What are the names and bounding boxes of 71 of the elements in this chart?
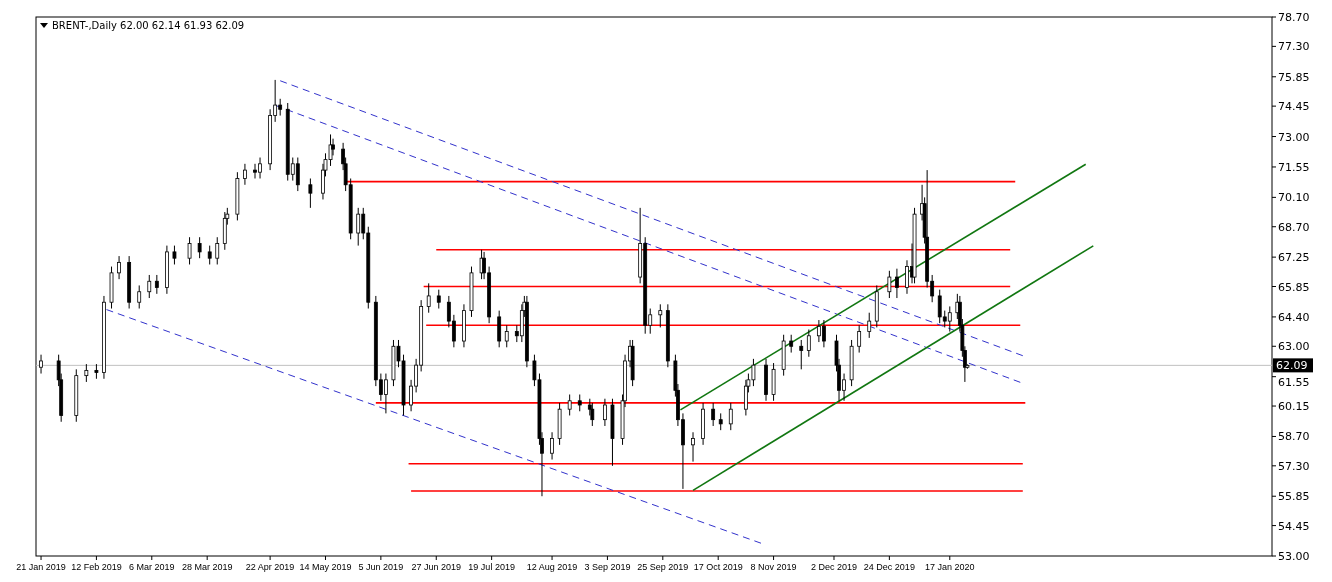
candlestick	[436, 289, 441, 310]
candlestick	[603, 398, 607, 427]
chart-title: BRENT-,Daily 62.00 62.14 61.93 62.09	[52, 20, 245, 31]
y-tick-label: 68.70	[1278, 220, 1310, 234]
candlestick	[207, 245, 212, 265]
x-tick-label: 17 Oct 2019	[693, 562, 743, 572]
candlestick	[215, 236, 220, 265]
candlestick	[172, 245, 177, 265]
candlestick	[504, 324, 509, 348]
candlestick	[711, 402, 716, 427]
candlestick	[867, 312, 872, 339]
candlestick	[728, 402, 733, 431]
x-tick-label: 2 Dec 2019	[810, 562, 858, 572]
candlestick	[243, 163, 247, 186]
y-tick-label: 65.85	[1278, 280, 1310, 294]
candlestick	[137, 284, 142, 310]
x-tick-label: 14 May 2019	[299, 562, 352, 572]
x-tick-label: 19 Jul 2019	[468, 562, 515, 572]
candlestick	[356, 207, 361, 247]
candlestick	[154, 274, 159, 295]
candlestick	[295, 157, 300, 192]
y-tick-label: 70.10	[1278, 191, 1310, 205]
x-tick-label: 6 Mar 2019	[129, 562, 175, 572]
candlestick	[117, 255, 121, 280]
x-tick-label: 8 Nov 2019	[750, 562, 797, 572]
candlestick	[590, 402, 595, 427]
y-tick-label: 78.70	[1278, 11, 1310, 24]
candlestick	[947, 305, 952, 333]
x-tick-label: 24 Dec 2019	[863, 562, 915, 572]
ref-line-label: 62.09	[1276, 359, 1308, 373]
y-tick-label: 54.45	[1278, 519, 1310, 533]
x-tick-label: 5 Jun 2019	[358, 562, 404, 572]
y-tick-label: 53.00	[1278, 550, 1310, 563]
candlestick	[857, 324, 862, 354]
y-tick-label: 57.30	[1278, 459, 1310, 473]
candlestick	[308, 177, 313, 209]
candlestick	[197, 236, 202, 259]
x-tick-label: 22 Apr 2019	[245, 562, 295, 572]
y-tick-label: 73.00	[1278, 130, 1310, 144]
candlestick	[887, 270, 892, 299]
y-tick-label: 58.70	[1278, 430, 1310, 444]
x-tick-label: 3 Sep 2019	[584, 562, 631, 572]
y-tick-label: 55.85	[1278, 490, 1310, 504]
candlestick	[550, 431, 554, 461]
candlestick	[691, 431, 695, 463]
x-tick-label: 25 Sep 2019	[637, 562, 689, 572]
candlestick	[806, 328, 811, 358]
candlestick	[567, 394, 572, 416]
candlestick	[658, 303, 663, 328]
candlestick	[187, 236, 192, 265]
y-tick-label: 60.15	[1278, 400, 1310, 414]
y-tick-label: 75.85	[1278, 70, 1310, 84]
x-tick-label: 21 Jan 2019	[16, 562, 66, 572]
y-tick-label: 64.40	[1278, 310, 1310, 324]
candlestick	[799, 339, 804, 370]
y-tick-label: 77.30	[1278, 40, 1310, 54]
y-tick-label: 61.55	[1278, 375, 1310, 389]
y-tick-label: 67.25	[1278, 251, 1310, 265]
candlestick	[426, 282, 431, 314]
candlestick	[39, 354, 43, 375]
y-tick-label: 71.55	[1278, 160, 1310, 174]
x-tick-label: 12 Feb 2019	[71, 562, 122, 572]
x-tick-label: 28 Mar 2019	[181, 562, 233, 572]
x-tick-label: 27 Jun 2019	[411, 562, 462, 572]
x-tick-label: 17 Jan 2020	[925, 562, 975, 572]
x-tick-label: 12 Aug 2019	[526, 562, 578, 572]
candlestick	[895, 268, 899, 299]
y-tick-label: 74.45	[1278, 100, 1310, 114]
y-tick-label: 63.00	[1278, 340, 1310, 354]
candlestick	[147, 274, 152, 299]
candlestick	[905, 259, 909, 295]
